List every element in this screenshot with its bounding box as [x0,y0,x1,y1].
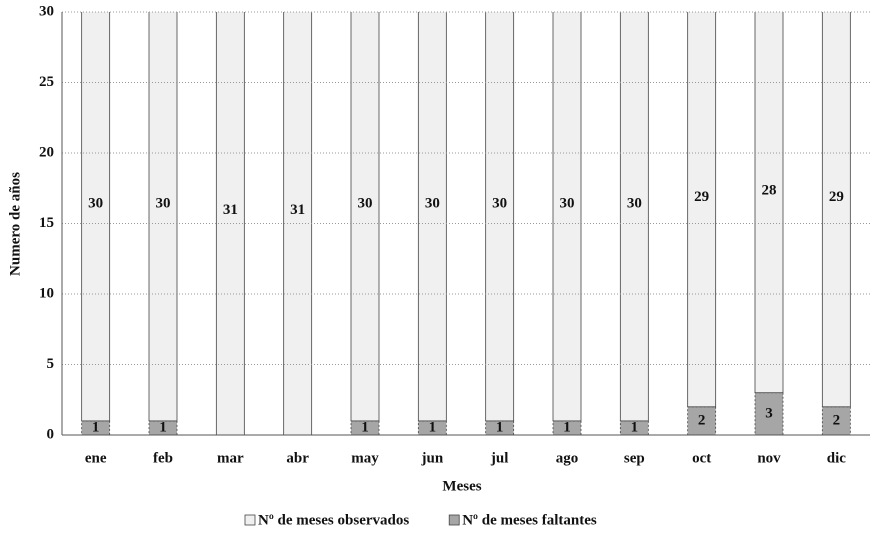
x-axis-title: Meses [442,478,481,494]
bar-segment [687,12,717,408]
x-tick-label: jul [490,450,509,466]
y-tick-label: 30 [39,3,54,19]
legend-label: Nº de meses observados [258,512,409,528]
x-tick-label: sep [624,450,645,466]
y-tick-label: 15 [39,215,54,231]
data-label: 30 [560,196,575,212]
x-tick-label: feb [153,450,173,466]
data-label: 30 [425,196,440,212]
data-label: 1 [429,419,437,435]
data-label: 31 [223,202,238,218]
bar-segment [148,12,178,422]
bar-segment [350,12,380,422]
data-label: 2 [698,412,706,428]
data-label: 1 [631,419,639,435]
y-axis-title: Numero de años [7,172,23,276]
y-tick-label: 0 [47,426,55,442]
data-label: 3 [765,405,773,421]
x-tick-label: oct [692,450,711,466]
data-label: 30 [627,196,642,212]
bar-segment [619,12,649,422]
plot-area [81,12,851,436]
legend-label: Nº de meses faltantes [462,512,597,528]
data-label: 29 [829,189,844,205]
legend-swatch [448,514,460,526]
data-label: 29 [694,189,709,205]
bar-segment [754,392,784,436]
y-tick-label: 10 [39,285,54,301]
bar-segment [283,12,313,436]
bar-segment [417,12,447,422]
x-tick-label: abr [286,450,309,466]
data-label: 31 [290,202,305,218]
x-tick-label: mar [217,450,244,466]
data-label: 1 [496,419,504,435]
data-label: 1 [361,419,369,435]
legend-swatch [244,514,256,526]
y-tick-label: 25 [39,74,54,90]
data-label: 1 [563,419,571,435]
x-tick-label: ene [85,450,107,466]
x-tick-label: jun [420,450,443,466]
bar-segment [81,12,111,422]
bar-segment [821,12,851,408]
data-label: 1 [159,419,167,435]
data-label: 30 [358,196,373,212]
x-tick-label: ago [556,450,579,466]
data-label: 30 [88,196,103,212]
bar-segment [754,12,784,394]
y-tick-label: 5 [47,356,55,372]
bar-segment [552,12,582,422]
data-label: 1 [92,419,100,435]
data-label: 28 [762,182,777,198]
x-tick-label: dic [827,450,847,466]
data-label: 2 [833,412,841,428]
x-tick-label: may [351,450,379,466]
x-tick-label: nov [757,450,781,466]
y-tick-label: 20 [39,144,54,160]
bar-segment [485,12,515,422]
data-label: 30 [156,196,171,212]
data-label: 30 [492,196,507,212]
